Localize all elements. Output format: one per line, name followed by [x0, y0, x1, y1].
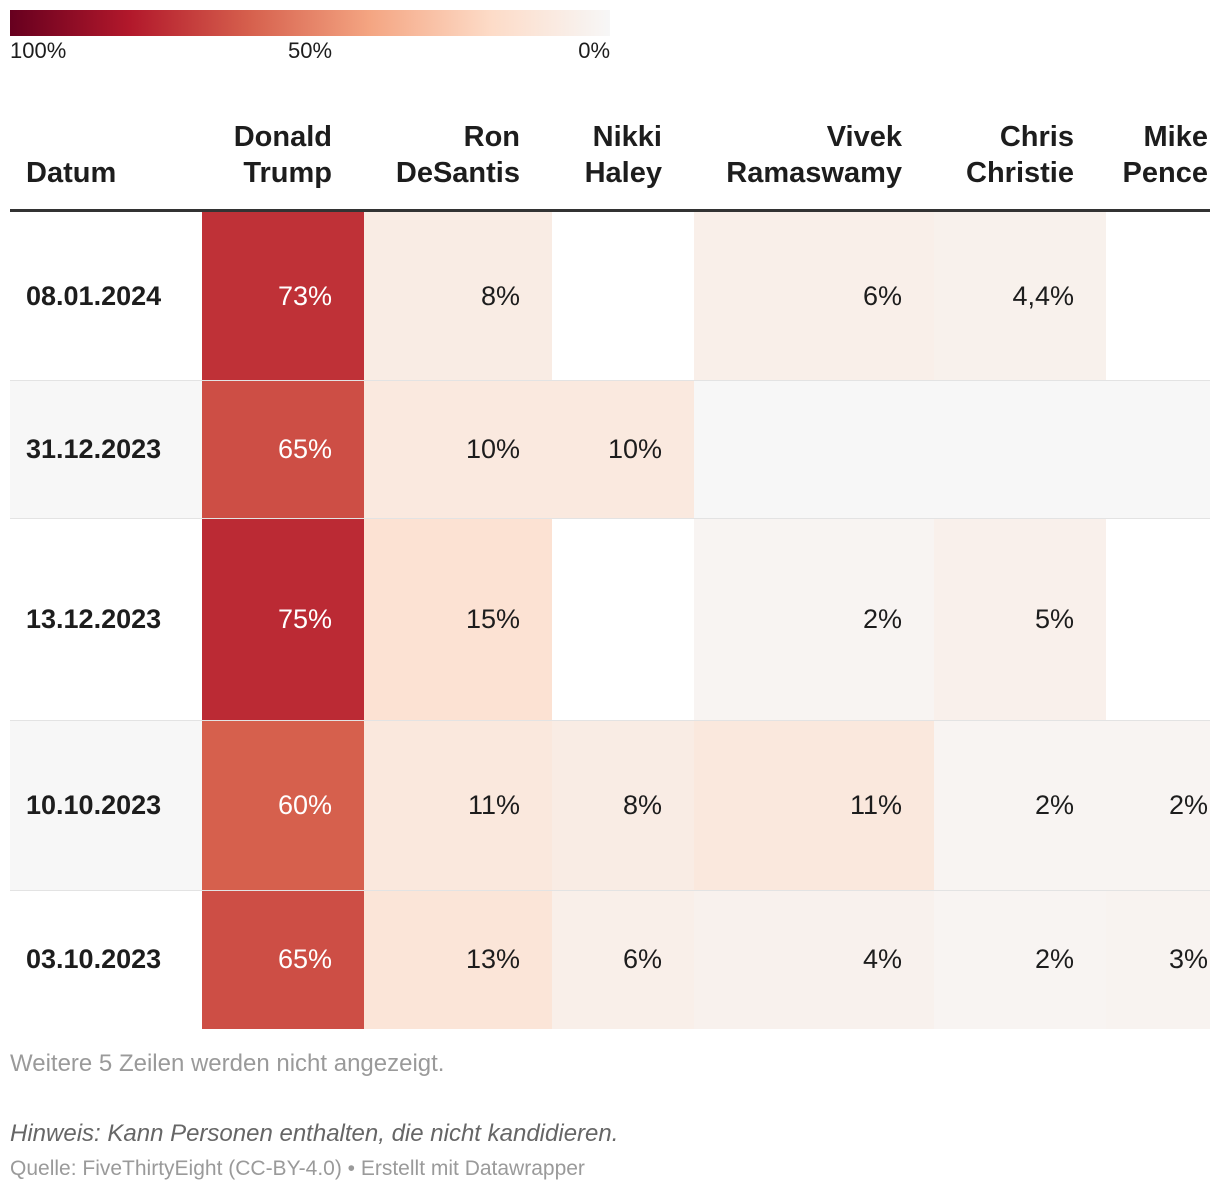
cell: 13%: [364, 890, 552, 1029]
cell: 73%: [202, 210, 364, 381]
cell: 60%: [202, 720, 364, 891]
cell: 15%: [364, 518, 552, 721]
table-row: 13.12.2023 75% 15% 2% 5%: [10, 518, 1210, 721]
cell: 6%: [552, 890, 694, 1029]
cell: 11%: [364, 720, 552, 891]
cell: [1106, 210, 1210, 381]
note: Hinweis: Kann Personen enthalten, die ni…: [10, 1120, 619, 1147]
column-header: Mike Pence: [1106, 100, 1210, 212]
column-header: Vivek Ramaswamy: [694, 100, 934, 212]
cell: 4,4%: [934, 210, 1106, 381]
table: Datum Donald Trump Ron DeSantis Nikki Haley…: [10, 100, 1210, 1029]
cell: 11%: [694, 720, 934, 891]
cell: [694, 380, 934, 519]
column-header: Chris Christie: [934, 100, 1106, 212]
column-header: Datum: [10, 100, 202, 212]
legend-gradient: [10, 10, 610, 36]
date-cell: 08.01.2024: [10, 210, 202, 381]
color-legend: 100% 50% 0%: [10, 10, 610, 66]
more-rows-note: Weitere 5 Zeilen werden nicht angezeigt.: [10, 1050, 445, 1077]
cell: [1106, 518, 1210, 721]
cell: 6%: [694, 210, 934, 381]
table-wrap: Datum Donald Trump Ron DeSantis Nikki Haley…: [10, 100, 1210, 1029]
date-cell: 13.12.2023: [10, 518, 202, 721]
cell: [552, 518, 694, 721]
column-header: Donald Trump: [202, 100, 364, 212]
table-row: 31.12.2023 65% 10% 10%: [10, 380, 1210, 519]
cell: 75%: [202, 518, 364, 721]
legend-label: 50%: [288, 38, 333, 63]
source: Quelle: FiveThirtyEight (CC-BY-4.0) • Er…: [10, 1157, 585, 1180]
cell: 5%: [934, 518, 1106, 721]
cell: 10%: [364, 380, 552, 519]
cell: 4%: [694, 890, 934, 1029]
legend-label: 100%: [10, 38, 67, 63]
cell: 65%: [202, 380, 364, 519]
cell: [1106, 380, 1210, 519]
date-cell: 03.10.2023: [10, 890, 202, 1029]
legend-labels: 100% 50% 0%: [10, 36, 610, 66]
cell: [552, 210, 694, 381]
cell: 8%: [364, 210, 552, 381]
column-header: Ron DeSantis: [364, 100, 552, 212]
cell: 2%: [934, 720, 1106, 891]
cell: 10%: [552, 380, 694, 519]
table-row: 03.10.2023 65% 13% 6% 4% 2% 3%: [10, 890, 1210, 1029]
date-cell: 10.10.2023: [10, 720, 202, 891]
cell: 2%: [694, 518, 934, 721]
legend-label: 0%: [578, 38, 610, 63]
column-header: Nikki Haley: [552, 100, 694, 212]
cell: 65%: [202, 890, 364, 1029]
date-cell: 31.12.2023: [10, 380, 202, 519]
cell: 2%: [1106, 720, 1210, 891]
header-row: Datum Donald Trump Ron DeSantis Nikki Haley…: [10, 100, 1210, 212]
cell: 8%: [552, 720, 694, 891]
table-row: 08.01.2024 73% 8% 6% 4,4%: [10, 210, 1210, 381]
cell: 2%: [934, 890, 1106, 1029]
table-row: 10.10.2023 60% 11% 8% 11% 2% 2%: [10, 720, 1210, 891]
cell: [934, 380, 1106, 519]
cell: 3%: [1106, 890, 1210, 1029]
